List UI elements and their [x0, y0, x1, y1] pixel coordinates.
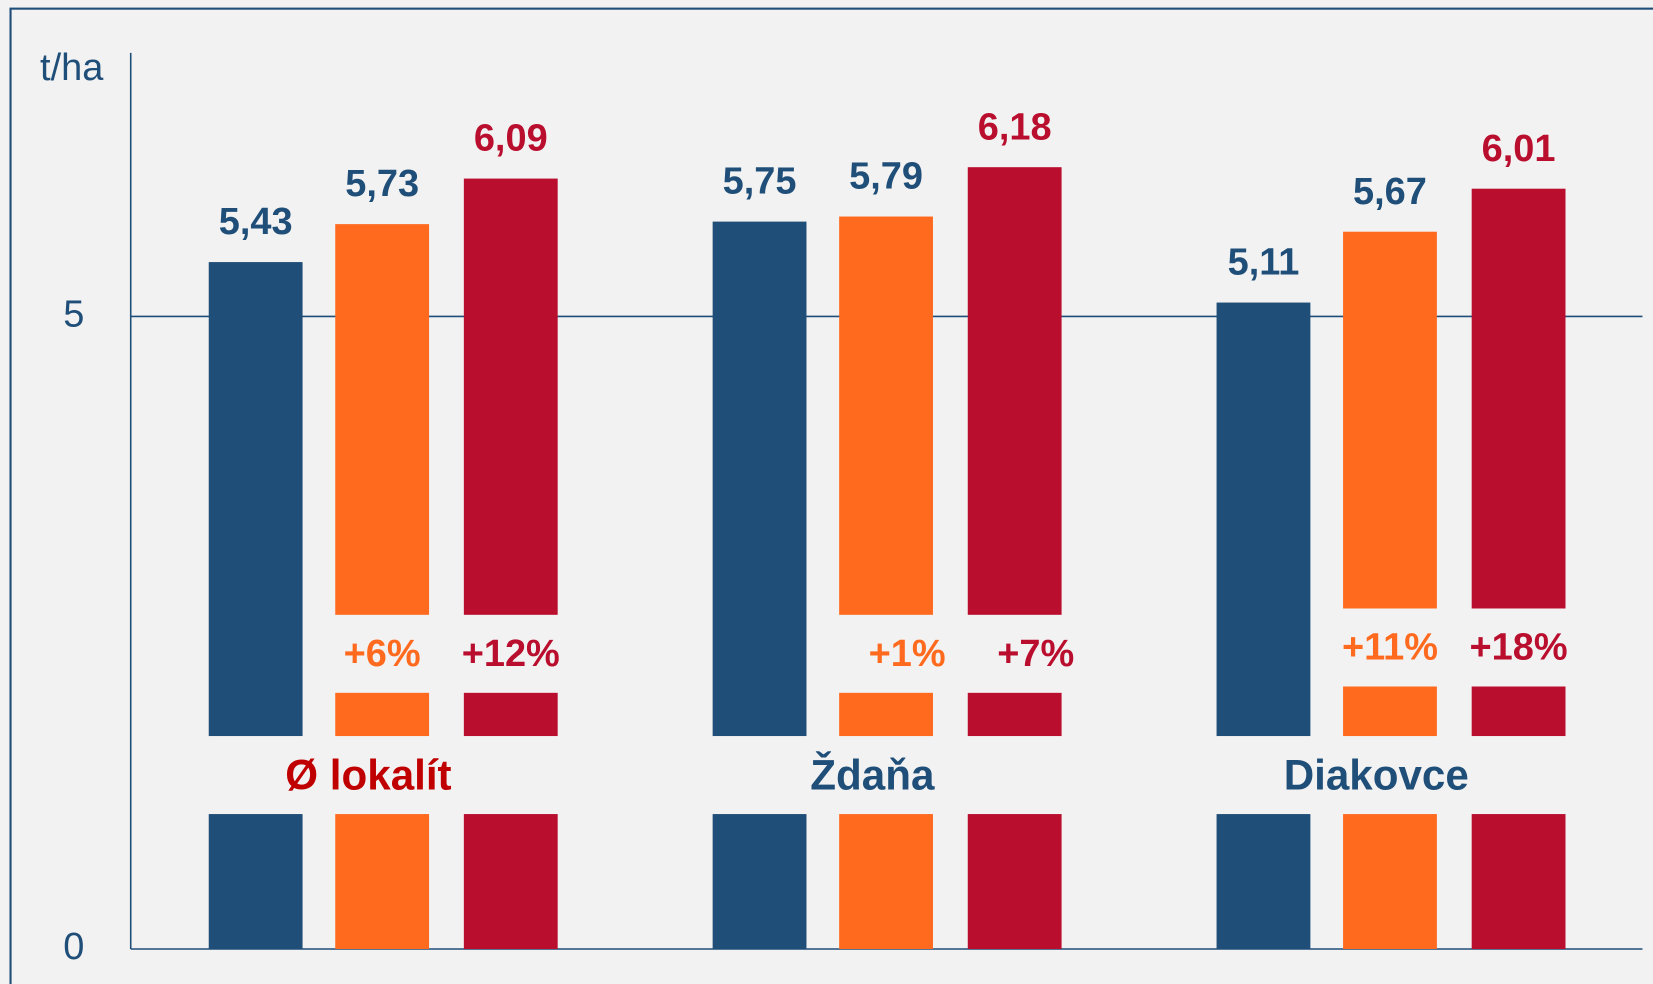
value-label: 5,73: [345, 163, 419, 205]
change-band: [838, 614, 1063, 693]
bar: [839, 216, 933, 949]
y-tick-label: 5: [63, 294, 84, 336]
change-label: +1%: [869, 633, 946, 675]
value-label: 5,79: [849, 156, 923, 198]
value-label: 6,01: [1482, 128, 1556, 170]
label-band: [200, 736, 1571, 815]
bar: [1343, 231, 1437, 949]
bar: [208, 262, 303, 949]
value-label: 6,09: [474, 118, 548, 160]
x-tick-label: Ždaňa: [810, 750, 935, 798]
x-tick-label: Diakovce: [1284, 751, 1469, 798]
bar: [967, 167, 1062, 949]
change-label: +12%: [462, 633, 560, 675]
change-label: +6%: [344, 633, 421, 675]
frame: [9, 7, 1653, 984]
y-axis-label: t/ha: [40, 47, 104, 89]
change-label: +7%: [997, 633, 1074, 675]
bar: [463, 178, 558, 949]
y-tick-label: 0: [63, 926, 84, 968]
value-label: 5,11: [1228, 242, 1300, 284]
bar: [1471, 188, 1566, 949]
change-label: +18%: [1470, 627, 1568, 669]
value-label: 6,18: [978, 106, 1052, 148]
bar: [1216, 302, 1311, 949]
change-band: [334, 614, 559, 693]
value-label: 5,67: [1353, 171, 1427, 213]
value-label: 5,43: [219, 201, 293, 243]
change-label: +11%: [1342, 627, 1438, 669]
bar: [712, 221, 807, 949]
change-band: [1342, 608, 1567, 687]
bar: [335, 224, 430, 949]
value-label: 5,75: [723, 161, 797, 203]
x-tick-label: Ø lokalít: [285, 751, 451, 798]
